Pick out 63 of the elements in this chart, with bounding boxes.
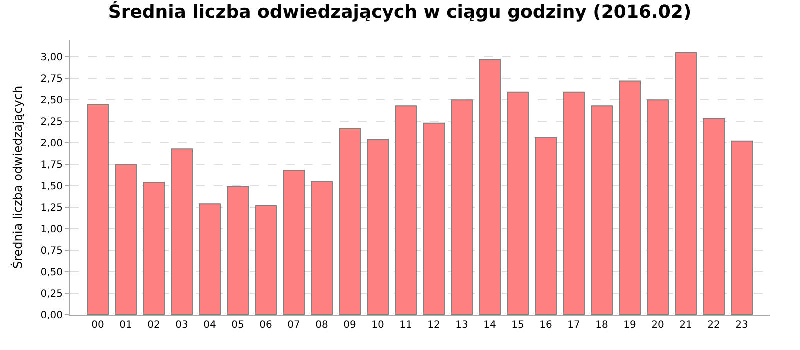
y-tick-label: 1,00	[40, 224, 63, 236]
x-tick-label: 20	[652, 320, 664, 331]
x-tick-label: 03	[176, 320, 188, 331]
bar	[647, 100, 669, 315]
x-tick-label: 13	[456, 320, 468, 331]
bar	[619, 80, 641, 315]
bar	[731, 140, 753, 315]
bar	[395, 106, 417, 315]
y-tick-label: 2,25	[40, 117, 63, 128]
y-tick-label: 2,50	[40, 96, 63, 107]
bar	[591, 106, 613, 315]
x-tick-label: 16	[540, 320, 552, 331]
x-tick-label: 05	[232, 320, 244, 331]
bar	[339, 128, 361, 315]
y-tick-label: 0,50	[40, 268, 63, 279]
x-tick-label: 00	[92, 320, 104, 331]
y-axis-title: Średnia liczba odwiedzających	[10, 86, 26, 270]
chart-title: Średnia liczba odwiedzających w ciągu godziny (2016.02)	[108, 0, 692, 23]
y-tick-label: 1,25	[40, 203, 63, 214]
x-tick-label: 08	[316, 320, 328, 331]
bar	[535, 137, 557, 315]
x-tick-label: 04	[204, 320, 216, 331]
y-tick-label: 0,75	[40, 246, 63, 258]
y-tick-label: 1,50	[40, 182, 63, 193]
bar	[451, 100, 473, 315]
bar	[367, 139, 389, 315]
x-tick-label: 11	[400, 320, 412, 331]
bar	[563, 92, 585, 315]
bar	[255, 205, 277, 315]
bar	[199, 204, 221, 315]
bar	[703, 118, 725, 315]
bar	[507, 92, 529, 315]
y-tick-label: 2,00	[40, 138, 63, 150]
bar	[479, 59, 501, 315]
x-tick-label: 06	[260, 320, 272, 331]
x-tick-label: 01	[120, 320, 132, 331]
bar	[283, 170, 305, 315]
bar	[171, 148, 193, 315]
x-tick-label: 02	[148, 320, 160, 331]
x-tick-label: 09	[344, 320, 356, 331]
bar	[423, 122, 445, 315]
y-tick-label: 1,75	[40, 160, 63, 172]
x-tick-label: 22	[708, 320, 720, 331]
x-tick-label: 18	[596, 320, 608, 331]
bar	[675, 52, 697, 315]
y-tick-label: 3,00	[40, 52, 63, 64]
x-tick-label: 17	[568, 320, 580, 331]
bar	[311, 181, 333, 315]
y-tick-label: 2,75	[40, 74, 63, 86]
y-tick-label: 0,00	[40, 310, 63, 322]
x-tick-label: 14	[484, 320, 496, 331]
bar	[115, 164, 137, 315]
bar	[143, 182, 165, 315]
x-tick-label: 21	[680, 320, 692, 331]
bar	[227, 186, 249, 315]
x-tick-label: 10	[372, 320, 384, 331]
x-tick-label: 12	[428, 320, 440, 331]
x-tick-label: 15	[512, 320, 524, 331]
x-tick-label: 19	[624, 320, 636, 331]
x-tick-label: 23	[736, 320, 748, 331]
bar	[87, 104, 109, 315]
y-tick-label: 0,25	[40, 289, 63, 300]
x-tick-label: 07	[288, 320, 300, 331]
